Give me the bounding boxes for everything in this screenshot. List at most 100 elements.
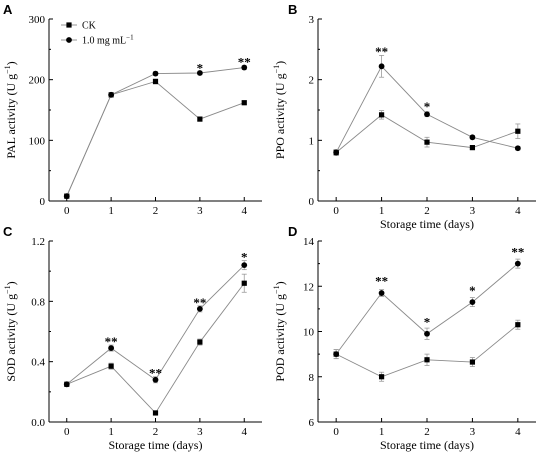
x-tick-label: 4 bbox=[515, 426, 521, 438]
x-tick-label: 2 bbox=[153, 205, 159, 217]
series-treatment bbox=[333, 258, 521, 360]
y-axis-label: PPO activity (U g−1) bbox=[272, 61, 287, 159]
y-axis-label: SOD activity (U g−1) bbox=[3, 281, 18, 381]
data-point bbox=[378, 63, 385, 70]
y-tick-label: 0 bbox=[40, 196, 46, 208]
significance-label: * bbox=[241, 250, 248, 265]
x-tick-label: 4 bbox=[242, 205, 248, 217]
x-tick-label: 0 bbox=[64, 426, 70, 438]
y-tick-label: 0.4 bbox=[31, 357, 45, 369]
x-tick-label: 4 bbox=[242, 426, 248, 438]
legend: CK 1.0 mg mL−1 bbox=[61, 21, 134, 47]
x-tick-label: 0 bbox=[333, 426, 339, 438]
x-tick-label: 1 bbox=[108, 205, 114, 217]
series-ck bbox=[333, 110, 521, 156]
data-point bbox=[469, 299, 476, 305]
x-tick-label: 2 bbox=[424, 426, 430, 438]
data-point bbox=[108, 363, 114, 369]
y-tick-label: 1 bbox=[309, 135, 315, 147]
significance-label: ** bbox=[193, 295, 206, 310]
y-tick-label: 200 bbox=[29, 75, 46, 87]
x-tick-label: 3 bbox=[470, 205, 476, 217]
y-tick-label: 300 bbox=[29, 14, 46, 26]
y-tick-label: 0 bbox=[309, 196, 315, 208]
panel-letter: A bbox=[3, 2, 13, 17]
legend-entry: CK bbox=[82, 21, 97, 32]
x-tick-label: 3 bbox=[197, 205, 203, 217]
y-tick-label: 2 bbox=[309, 75, 315, 87]
y-tick-label: 3 bbox=[309, 14, 315, 26]
y-tick-label: 100 bbox=[29, 135, 46, 147]
y-axis-label: POD activity (U g−1) bbox=[272, 281, 287, 381]
legend-entry: 1.0 mg mL−1 bbox=[82, 34, 134, 47]
data-point bbox=[514, 145, 521, 152]
data-point bbox=[469, 145, 476, 151]
data-point bbox=[152, 78, 159, 85]
x-tick-label: 3 bbox=[470, 426, 476, 438]
data-point bbox=[378, 374, 385, 380]
x-axis-label: Storage time (days) bbox=[380, 438, 474, 452]
data-point bbox=[63, 193, 70, 200]
x-tick-label: 2 bbox=[153, 426, 159, 438]
significance-label: * bbox=[424, 99, 431, 114]
legend-marker bbox=[66, 37, 72, 43]
x-tick-label: 1 bbox=[108, 426, 114, 438]
data-point bbox=[197, 339, 203, 345]
data-point bbox=[333, 351, 340, 358]
series-treatment bbox=[63, 64, 248, 200]
significance-label: ** bbox=[105, 334, 118, 349]
panel-letter: C bbox=[3, 224, 13, 239]
y-tick-label: 1.2 bbox=[31, 236, 45, 248]
series-line bbox=[335, 263, 519, 355]
series-line bbox=[66, 80, 245, 197]
y-axis-label: PAL activity (U g−1) bbox=[3, 61, 18, 158]
y-tick-label: 0.8 bbox=[31, 296, 45, 308]
data-point bbox=[108, 345, 115, 351]
series-treatment bbox=[333, 55, 521, 156]
data-point bbox=[196, 305, 203, 312]
significance-label: ** bbox=[511, 244, 524, 259]
legend-marker bbox=[66, 22, 72, 28]
data-point bbox=[152, 70, 159, 77]
data-point bbox=[241, 262, 248, 269]
panel-letter: D bbox=[288, 224, 297, 239]
data-point bbox=[424, 330, 430, 337]
data-point bbox=[469, 134, 476, 141]
significance-label: * bbox=[424, 314, 431, 329]
data-point bbox=[196, 70, 203, 76]
panel-c: C 0.0 0.4 0.8 1.2 0 1 2 3 4 Storage time (days) SOD… bbox=[3, 224, 262, 452]
series-treatment bbox=[63, 260, 248, 388]
series-line bbox=[66, 282, 245, 414]
data-point bbox=[515, 322, 521, 328]
x-tick-label: 4 bbox=[515, 205, 521, 217]
significance-label: ** bbox=[375, 44, 388, 59]
data-point bbox=[378, 290, 385, 296]
significance-label: ** bbox=[238, 55, 251, 70]
data-point bbox=[197, 116, 203, 122]
data-point bbox=[469, 359, 476, 365]
data-point bbox=[108, 91, 115, 98]
series-line bbox=[66, 67, 245, 197]
data-point bbox=[241, 100, 247, 106]
x-axis-label: Storage time (days) bbox=[380, 217, 474, 231]
series-ck bbox=[333, 319, 521, 382]
y-tick-label: 10 bbox=[303, 327, 315, 339]
panel-b: B 0 1 2 3 0 1 2 3 4 Storage time (days) PPO activit… bbox=[272, 2, 536, 231]
data-point bbox=[514, 260, 521, 267]
y-tick-label: 0.0 bbox=[31, 417, 45, 429]
y-tick-label: 12 bbox=[303, 281, 314, 293]
data-point bbox=[515, 128, 521, 134]
y-tick-label: 8 bbox=[309, 372, 315, 384]
x-axis-label: Storage time (days) bbox=[109, 438, 203, 452]
x-tick-label: 1 bbox=[379, 426, 385, 438]
data-point bbox=[63, 381, 70, 388]
y-tick-label: 6 bbox=[309, 417, 315, 429]
data-point bbox=[424, 357, 430, 363]
significance-label: ** bbox=[149, 366, 162, 381]
data-point bbox=[378, 112, 385, 118]
data-point bbox=[241, 280, 247, 286]
data-point bbox=[424, 139, 430, 145]
